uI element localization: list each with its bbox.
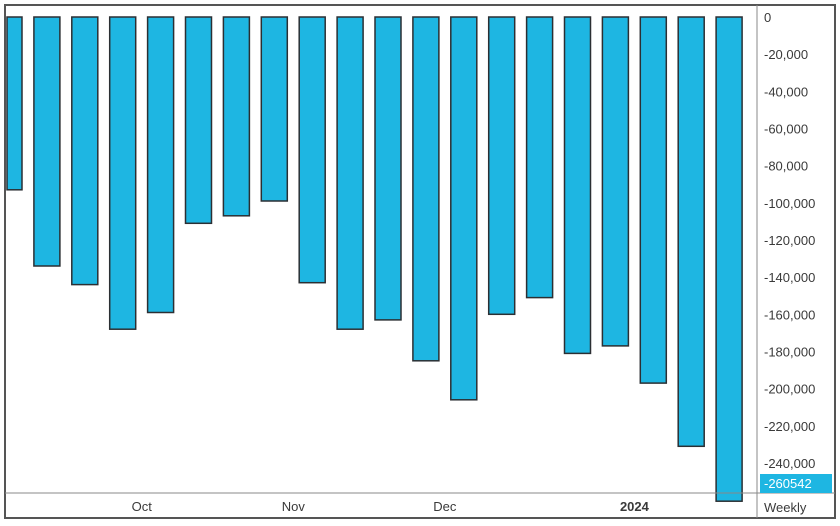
x-tick-label: Dec: [433, 499, 457, 514]
y-tick-label: -100,000: [764, 196, 815, 211]
bar-10: [336, 16, 364, 330]
bar-13: [450, 16, 478, 401]
x-tick-label: 2024: [620, 499, 650, 514]
bar-1: [6, 16, 23, 191]
bar-14: [487, 16, 516, 316]
bar-11: [374, 16, 402, 321]
chart-frame: [4, 4, 836, 519]
bar-15: [525, 16, 554, 299]
y-tick-label: -240,000: [764, 456, 815, 471]
bar-4: [108, 16, 137, 330]
bar-12: [412, 16, 440, 362]
bar-17: [601, 16, 630, 347]
y-tick-label: -60,000: [764, 122, 808, 137]
y-axis-ticks: 0 -20,000 -40,000 -60,000 -80,000 -100,000 -12…: [764, 10, 815, 471]
bar-20: [715, 16, 743, 502]
bar-5: [146, 16, 175, 314]
bar-6: [184, 16, 213, 225]
bar-3: [71, 16, 99, 286]
last-value-box: [760, 474, 832, 493]
y-tick-label: -200,000: [764, 382, 815, 397]
y-tick-label: -120,000: [764, 233, 815, 248]
x-tick-label: Nov: [282, 499, 306, 514]
y-tick-label: -160,000: [764, 307, 815, 322]
bar-19: [677, 16, 705, 448]
bar-18: [639, 16, 668, 384]
bar-2: [33, 16, 61, 267]
frequency-label: Weekly: [764, 500, 807, 515]
bar-16: [563, 16, 592, 355]
y-tick-label: -220,000: [764, 419, 815, 434]
y-tick-label: -20,000: [764, 47, 808, 62]
bar-9: [298, 16, 326, 284]
x-axis-ticks: Oct Nov Dec 2024: [132, 499, 650, 514]
bar-8: [260, 16, 289, 202]
last-value-label: -260542: [764, 476, 812, 491]
y-tick-label: -80,000: [764, 159, 808, 174]
bar-7: [222, 16, 251, 217]
bars-group: [6, 16, 743, 502]
y-tick-label: -40,000: [764, 84, 808, 99]
y-tick-label: -140,000: [764, 270, 815, 285]
y-tick-label: 0: [764, 10, 771, 25]
y-tick-label: -180,000: [764, 345, 815, 360]
x-tick-label: Oct: [132, 499, 153, 514]
